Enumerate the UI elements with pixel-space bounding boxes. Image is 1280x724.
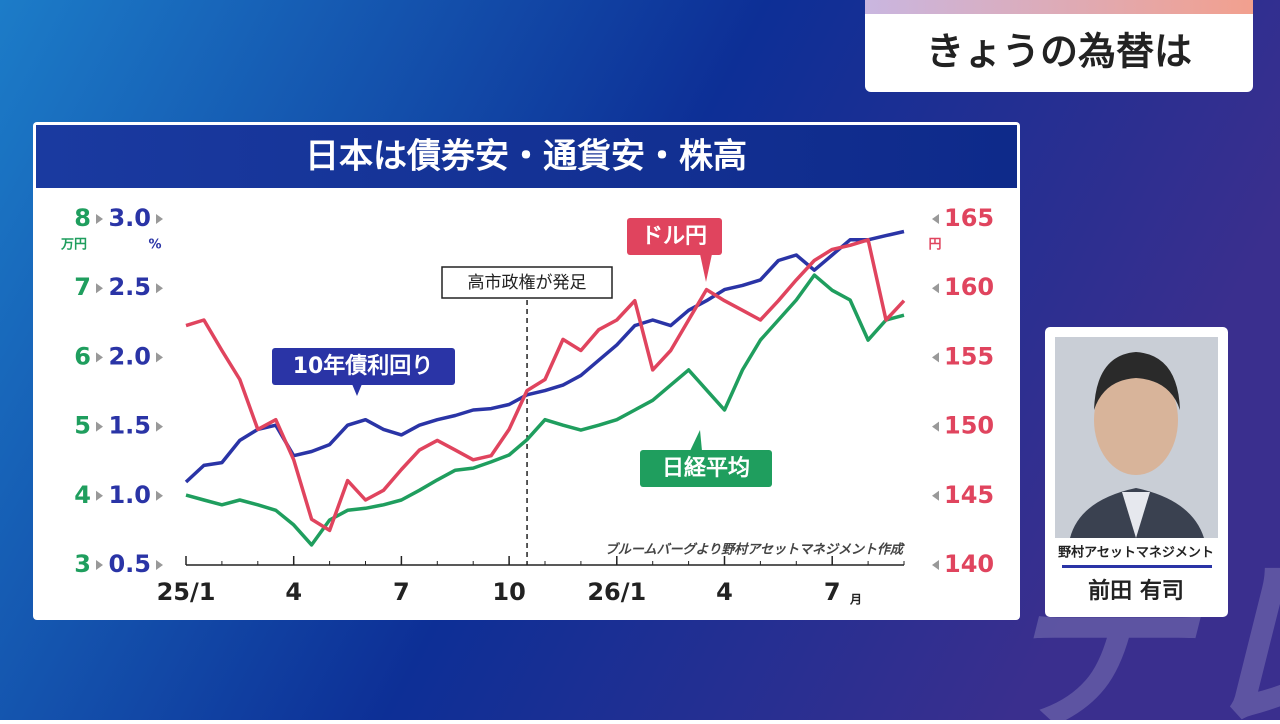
y-tick-label: 8 bbox=[74, 204, 91, 232]
y-tick-mark bbox=[96, 560, 103, 570]
y2-tick-label: 1.0 bbox=[108, 481, 151, 509]
y2-tick-label: 3.0 bbox=[108, 204, 151, 232]
y-tick-label: 5 bbox=[74, 412, 91, 440]
label-box bbox=[640, 450, 772, 487]
series-label: 日経平均 bbox=[662, 455, 750, 481]
y2-tick-label: 2.5 bbox=[108, 273, 151, 301]
photo-hair bbox=[1094, 352, 1180, 410]
y3-tick-label: 140 bbox=[944, 550, 994, 578]
y-tick-label: 3 bbox=[74, 550, 91, 578]
y3-tick-label: 145 bbox=[944, 481, 994, 509]
y-tick-label: 7 bbox=[74, 273, 91, 301]
y3-tick-label: 165 bbox=[944, 204, 994, 232]
y3-tick-label: 155 bbox=[944, 342, 994, 370]
series-line bbox=[185, 238, 906, 533]
y2-tick-mark bbox=[156, 560, 163, 570]
annotation-text: 高市政権が発足 bbox=[468, 273, 587, 293]
label-box bbox=[272, 348, 455, 385]
title-band bbox=[36, 125, 1017, 188]
y3-tick-mark bbox=[932, 214, 939, 224]
x-tick-label: 26/1 bbox=[587, 578, 646, 606]
y2-unit: % bbox=[148, 238, 161, 253]
photo-face bbox=[1094, 365, 1178, 475]
y3-tick-mark bbox=[932, 283, 939, 294]
y3-tick-mark bbox=[932, 490, 939, 501]
series-label: ドル円 bbox=[641, 224, 707, 249]
y2-tick-label: 1.5 bbox=[108, 412, 151, 440]
label-nikkei: 日経平均 bbox=[640, 430, 772, 487]
source: ブルームバーグより野村アセットマネジメント作成 bbox=[605, 542, 905, 558]
series-label: 10年債利回り bbox=[293, 353, 434, 379]
x-tick-label: 4 bbox=[716, 578, 733, 606]
y2-tick-mark bbox=[156, 214, 163, 224]
chart-panel bbox=[33, 122, 1020, 620]
header-bar bbox=[865, 0, 1253, 14]
annotation-box bbox=[441, 266, 613, 299]
y3-tick-label: 150 bbox=[944, 412, 994, 440]
series-line bbox=[185, 273, 905, 547]
y-tick-mark bbox=[96, 490, 103, 501]
y-tick-mark bbox=[96, 214, 103, 224]
y2-tick-label: 2.0 bbox=[108, 342, 151, 370]
y-tick-label: 4 bbox=[74, 481, 91, 509]
y3-tick-label: 160 bbox=[944, 273, 994, 301]
label-yield: 10年債利回り bbox=[272, 348, 455, 396]
x-tick-label: 4 bbox=[285, 578, 302, 606]
plot: 3 4 5 6 7 8 0.5 1.0 1.5 2.0 2.5 3.0 140 145 150 155 160 1… bbox=[74, 204, 994, 606]
y2-tick-label: 0.5 bbox=[108, 550, 151, 578]
y-tick-mark bbox=[96, 283, 103, 294]
pointer bbox=[690, 430, 702, 451]
y3-unit: 円 bbox=[928, 238, 941, 253]
caption-name: 前田 有司 bbox=[1088, 578, 1184, 604]
x-tick-label: 25/1 bbox=[157, 578, 216, 606]
series-line bbox=[184, 229, 905, 484]
photo-shirt bbox=[1122, 492, 1150, 538]
y-tick-mark bbox=[96, 421, 103, 432]
y2-tick-mark bbox=[156, 283, 163, 294]
y-unit: 万円 bbox=[60, 238, 87, 253]
chart-title: 日本は債券安・通貨安・株高 bbox=[305, 137, 747, 177]
header-title: きょうの為替は bbox=[926, 30, 1192, 74]
y-tick-mark bbox=[96, 352, 103, 363]
caption-rule bbox=[1062, 565, 1212, 568]
label-box bbox=[627, 218, 722, 255]
y3-tick-mark bbox=[932, 352, 939, 363]
pointer bbox=[352, 384, 362, 396]
y2-tick-mark bbox=[156, 352, 163, 363]
x-tick-label: 7 bbox=[824, 578, 841, 606]
y2-tick-mark bbox=[156, 490, 163, 501]
x-tick-label: 10 bbox=[492, 578, 525, 606]
y2-tick-mark bbox=[156, 421, 163, 432]
label-usdjpy: ドル円 bbox=[627, 218, 722, 282]
x-tick-label: 7 bbox=[393, 578, 410, 606]
x-unit: 月 bbox=[849, 593, 862, 607]
y3-tick-mark bbox=[932, 421, 939, 432]
y3-tick-mark bbox=[932, 560, 939, 570]
y-tick-label: 6 bbox=[74, 342, 91, 370]
header-box bbox=[865, 0, 1253, 92]
caption-company: 野村アセットマネジメント bbox=[1058, 545, 1214, 561]
pointer bbox=[700, 254, 712, 282]
